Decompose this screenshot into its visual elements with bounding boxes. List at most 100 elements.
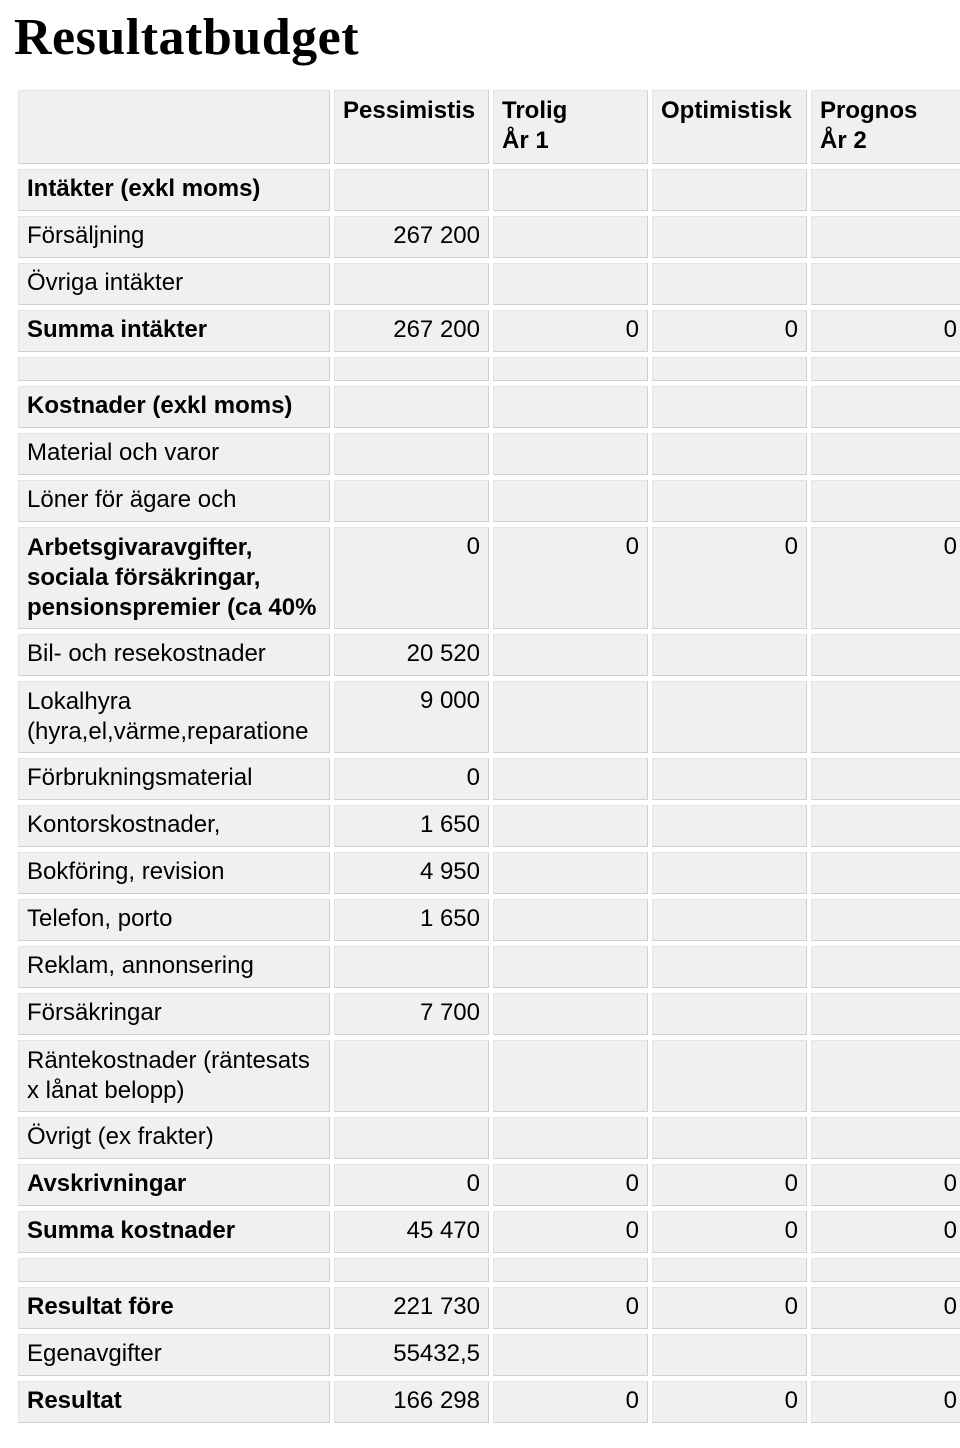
cell (811, 993, 960, 1035)
cell: 0 (811, 1164, 960, 1206)
cell: 0 (334, 527, 489, 629)
row-lokalhyra: Lokalhyra (hyra,el,värme,reparatione 9 0… (18, 681, 960, 753)
cell (493, 386, 648, 428)
cell (493, 681, 648, 753)
table-header-row: Pessimistis TroligÅr 1 Optimistisk Progn… (18, 90, 960, 164)
cell: 45 470 (334, 1211, 489, 1253)
cell: 0 (493, 310, 648, 352)
cell: 9 000 (334, 681, 489, 753)
cell: 0 (811, 1211, 960, 1253)
cell (652, 899, 807, 941)
row-telefon: Telefon, porto 1 650 (18, 899, 960, 941)
row-forsaljning: Försäljning 267 200 (18, 216, 960, 258)
cell: 0 (652, 1381, 807, 1423)
cell (811, 1040, 960, 1112)
row-kontor: Kontorskostnader, 1 650 (18, 805, 960, 847)
cell-label: Summa kostnader (18, 1211, 330, 1253)
cell: 20 520 (334, 634, 489, 676)
row-kostnader-header: Kostnader (exkl moms) (18, 386, 960, 428)
row-summa-intakter: Summa intäkter 267 200 0 0 0 (18, 310, 960, 352)
cell: 0 (811, 310, 960, 352)
cell (493, 216, 648, 258)
cell (652, 216, 807, 258)
cell: 0 (493, 527, 648, 629)
cell (493, 758, 648, 800)
row-bil-rese: Bil- och resekostnader 20 520 (18, 634, 960, 676)
page-title: Resultatbudget (14, 8, 946, 67)
cell (811, 634, 960, 676)
cell: 0 (493, 1381, 648, 1423)
cell: 0 (493, 1211, 648, 1253)
row-spacer (18, 357, 960, 381)
cell (811, 1117, 960, 1159)
cell (334, 169, 489, 211)
cell: 0 (334, 1164, 489, 1206)
cell (811, 169, 960, 211)
cell-label: Lokalhyra (hyra,el,värme,reparatione (18, 681, 330, 753)
cell (652, 946, 807, 988)
cell-label: Förbrukningsmaterial (18, 758, 330, 800)
cell (493, 169, 648, 211)
cell: 0 (652, 1164, 807, 1206)
resultatbudget-table: Pessimistis TroligÅr 1 Optimistisk Progn… (14, 85, 960, 1428)
cell-label: Bokföring, revision (18, 852, 330, 894)
cell (334, 386, 489, 428)
cell (652, 169, 807, 211)
cell: 0 (652, 1211, 807, 1253)
cell-label: Övriga intäkter (18, 263, 330, 305)
row-forsakringar: Försäkringar 7 700 (18, 993, 960, 1035)
cell (493, 899, 648, 941)
cell (811, 758, 960, 800)
row-loner: Löner för ägare och (18, 480, 960, 522)
cell: 0 (652, 1287, 807, 1329)
cell (493, 946, 648, 988)
cell (493, 1334, 648, 1376)
cell (334, 263, 489, 305)
cell (652, 805, 807, 847)
cell (493, 993, 648, 1035)
cell (334, 946, 489, 988)
row-bokforing: Bokföring, revision 4 950 (18, 852, 960, 894)
row-ovrigt: Övrigt (ex frakter) (18, 1117, 960, 1159)
document-page: Resultatbudget Pessimistis TroligÅr 1 Op… (0, 0, 960, 1448)
cell (811, 805, 960, 847)
row-ovriga-intakter: Övriga intäkter (18, 263, 960, 305)
cell (493, 1117, 648, 1159)
cell (652, 480, 807, 522)
row-resultat: Resultat 166 298 0 0 0 (18, 1381, 960, 1423)
cell (811, 946, 960, 988)
cell: 267 200 (334, 216, 489, 258)
cell (334, 1040, 489, 1112)
header-blank (18, 90, 330, 164)
cell (811, 1334, 960, 1376)
row-reklam: Reklam, annonsering (18, 946, 960, 988)
cell-label: Bil- och resekostnader (18, 634, 330, 676)
cell (811, 899, 960, 941)
cell (493, 433, 648, 475)
cell-label: Telefon, porto (18, 899, 330, 941)
cell-label: Summa intäkter (18, 310, 330, 352)
cell (652, 1117, 807, 1159)
cell-label: Kostnader (exkl moms) (18, 386, 330, 428)
cell: 0 (811, 527, 960, 629)
cell: 267 200 (334, 310, 489, 352)
row-spacer (18, 1258, 960, 1282)
row-intakter-header: Intäkter (exkl moms) (18, 169, 960, 211)
cell-label: Arbetsgivaravgifter, sociala försäkringa… (18, 527, 330, 629)
cell: 7 700 (334, 993, 489, 1035)
cell-label: Egenavgifter (18, 1334, 330, 1376)
cell: 166 298 (334, 1381, 489, 1423)
cell (652, 1040, 807, 1112)
row-egenavgifter: Egenavgifter 55432,5 (18, 1334, 960, 1376)
cell-label: Löner för ägare och (18, 480, 330, 522)
cell: 0 (811, 1287, 960, 1329)
cell: 0 (334, 758, 489, 800)
cell (493, 1040, 648, 1112)
cell (652, 433, 807, 475)
cell: 0 (652, 527, 807, 629)
row-avskrivningar: Avskrivningar 0 0 0 0 (18, 1164, 960, 1206)
cell-label: Kontorskostnader, (18, 805, 330, 847)
cell (652, 993, 807, 1035)
cell: 0 (652, 310, 807, 352)
cell: 0 (493, 1164, 648, 1206)
